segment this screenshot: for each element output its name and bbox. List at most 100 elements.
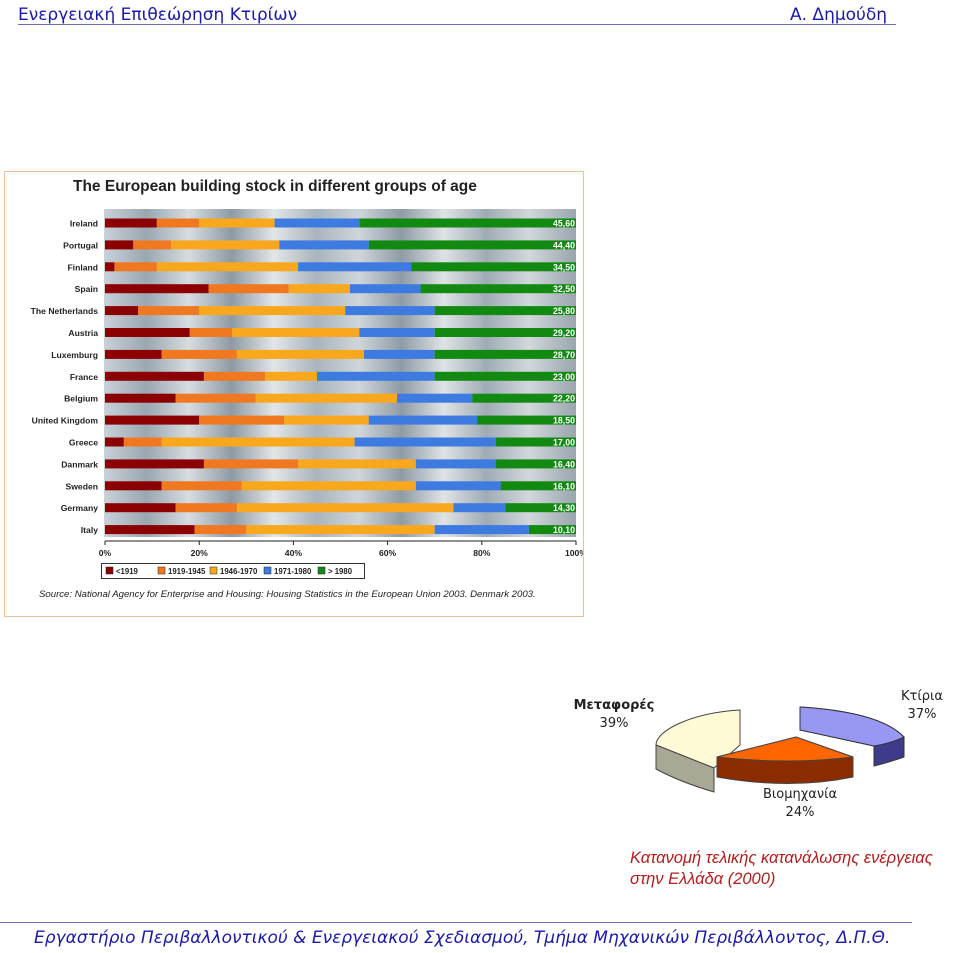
bar-segment <box>274 218 360 228</box>
x-tick-label: 100% <box>565 548 583 558</box>
legend-swatch <box>263 566 272 575</box>
pie-label-buildings-value: 37% <box>907 707 937 722</box>
bar-segment <box>170 240 280 250</box>
chart-legend: <1919 1919-1945 1946-1970 1971-1980 > 1980 <box>101 563 365 579</box>
total-label: 16,10 <box>553 481 575 491</box>
bar-segment <box>236 349 365 359</box>
bar-segment <box>298 459 416 469</box>
chart-source-note: Source: National Agency for Enterprise a… <box>39 589 536 600</box>
bar-segment <box>397 393 473 403</box>
bar-segment <box>105 459 204 469</box>
legend-swatch <box>105 566 114 575</box>
category-label: Germany <box>61 503 98 513</box>
bar-segment <box>105 328 190 337</box>
category-label: Italy <box>81 525 98 535</box>
building-stock-plot: Ireland 45,60 Portugal 44,40 Finland 34,50 Spa… <box>31 218 583 558</box>
x-tick-label: 0% <box>99 548 112 558</box>
legend-label: <1919 <box>116 567 139 576</box>
bar-segment <box>500 481 576 491</box>
bar-segment <box>105 218 157 228</box>
category-label: Portugal <box>63 240 98 250</box>
pie-slice-transport <box>655 709 741 793</box>
x-tick-label: 60% <box>379 548 397 558</box>
bar-segment <box>105 503 176 513</box>
bar-segment <box>364 349 435 359</box>
total-label: 17,00 <box>553 438 575 448</box>
category-label: Austria <box>68 328 98 338</box>
category-label: Danmark <box>61 459 98 469</box>
bar-segment <box>298 262 412 272</box>
category-label: Finland <box>67 262 98 272</box>
category-label: The Netherlands <box>31 306 99 316</box>
total-label: 23,00 <box>553 372 575 382</box>
category-label: Luxemburg <box>51 350 98 360</box>
bar-segment <box>255 393 398 403</box>
bar-segment <box>316 371 435 381</box>
bar-segment <box>199 306 346 316</box>
bar-segment <box>203 371 266 381</box>
bar-segment <box>241 481 416 491</box>
category-label: Belgium <box>64 394 98 404</box>
building-stock-chart-title: The European building stock in different… <box>73 178 477 195</box>
bar-segment <box>194 525 247 535</box>
total-label: 14,30 <box>553 503 575 513</box>
bar-segment <box>105 349 162 359</box>
pie-label-buildings: Κτίρια 37% <box>890 688 954 724</box>
pie-label-industry: Βιομηχανία 24% <box>745 786 855 822</box>
legend-swatch <box>317 566 326 575</box>
bar-segment <box>114 262 157 272</box>
x-tick-label: 40% <box>285 548 303 558</box>
pie-caption-line2: στην Ελλάδα (2000) <box>630 870 776 888</box>
pie-label-buildings-name: Κτίρια <box>901 689 943 704</box>
bar-segment <box>453 503 506 513</box>
bar-segment <box>156 218 200 228</box>
bar-segment <box>161 481 242 491</box>
bar-segment <box>265 371 317 381</box>
bar-segment <box>434 371 576 381</box>
bar-segment <box>105 371 204 381</box>
category-label: Greece <box>69 438 98 448</box>
bar-segment <box>105 240 134 250</box>
bar-segment <box>203 459 299 469</box>
header-title: Ενεργειακή Επιθεώρηση Κτιρίων <box>18 5 298 25</box>
pie-slice-industry <box>716 736 854 784</box>
bar-segment <box>156 262 299 272</box>
bar-segment <box>434 349 576 359</box>
building-stock-chart: The European building stock in different… <box>4 171 584 617</box>
bar-segment <box>105 284 209 294</box>
total-label: 45,60 <box>553 219 575 229</box>
bar-segment <box>495 437 576 447</box>
category-label: Sweden <box>66 481 98 491</box>
legend-label: > 1980 <box>328 567 353 576</box>
total-label: 16,40 <box>553 459 575 469</box>
bar-segment <box>189 328 233 337</box>
total-label: 34,50 <box>553 262 575 272</box>
bar-segment <box>368 415 478 425</box>
bar-segment <box>415 459 496 469</box>
category-label: Ireland <box>70 219 98 229</box>
total-label: 18,50 <box>553 416 575 426</box>
bar-segment <box>411 262 576 272</box>
legend-label: 1919-1945 <box>168 567 206 576</box>
bar-segment <box>161 437 355 447</box>
bar-segment <box>175 503 237 513</box>
pie-label-transport: Μεταφορές 39% <box>566 697 662 733</box>
bar-segment <box>288 284 350 294</box>
total-label: 25,80 <box>553 306 575 316</box>
bar-segment <box>232 328 360 337</box>
header-divider <box>18 24 896 25</box>
total-label: 44,40 <box>553 240 575 250</box>
bar-segment <box>359 328 435 337</box>
total-label: 32,50 <box>553 284 575 294</box>
bar-segment <box>434 306 576 316</box>
bar-segment <box>495 459 576 469</box>
legend-swatch <box>157 566 166 575</box>
total-label: 10,10 <box>553 525 575 535</box>
pie-label-transport-value: 39% <box>599 716 629 731</box>
bar-segment <box>137 306 200 316</box>
category-label: Spain <box>75 284 98 294</box>
legend-swatch <box>209 566 218 575</box>
total-label: 28,70 <box>553 350 575 360</box>
bar-segment <box>415 481 501 491</box>
bar-segment <box>105 481 162 491</box>
